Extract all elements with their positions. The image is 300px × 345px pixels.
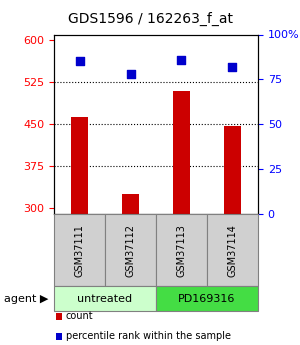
Text: GSM37113: GSM37113 xyxy=(176,224,187,277)
Text: GDS1596 / 162263_f_at: GDS1596 / 162263_f_at xyxy=(68,12,232,26)
Bar xyxy=(224,126,242,214)
Bar xyxy=(172,90,190,214)
Text: PD169316: PD169316 xyxy=(178,294,236,304)
Bar xyxy=(70,117,88,214)
Point xyxy=(128,71,133,77)
Point xyxy=(230,64,235,70)
Point xyxy=(77,59,82,64)
Text: count: count xyxy=(66,312,93,321)
Text: GSM37112: GSM37112 xyxy=(125,224,136,277)
Bar xyxy=(122,194,140,214)
Text: untreated: untreated xyxy=(77,294,133,304)
Text: GSM37114: GSM37114 xyxy=(227,224,238,277)
Text: GSM37111: GSM37111 xyxy=(74,224,85,277)
Text: agent ▶: agent ▶ xyxy=(4,294,48,304)
Text: percentile rank within the sample: percentile rank within the sample xyxy=(66,332,231,341)
Point xyxy=(179,57,184,62)
